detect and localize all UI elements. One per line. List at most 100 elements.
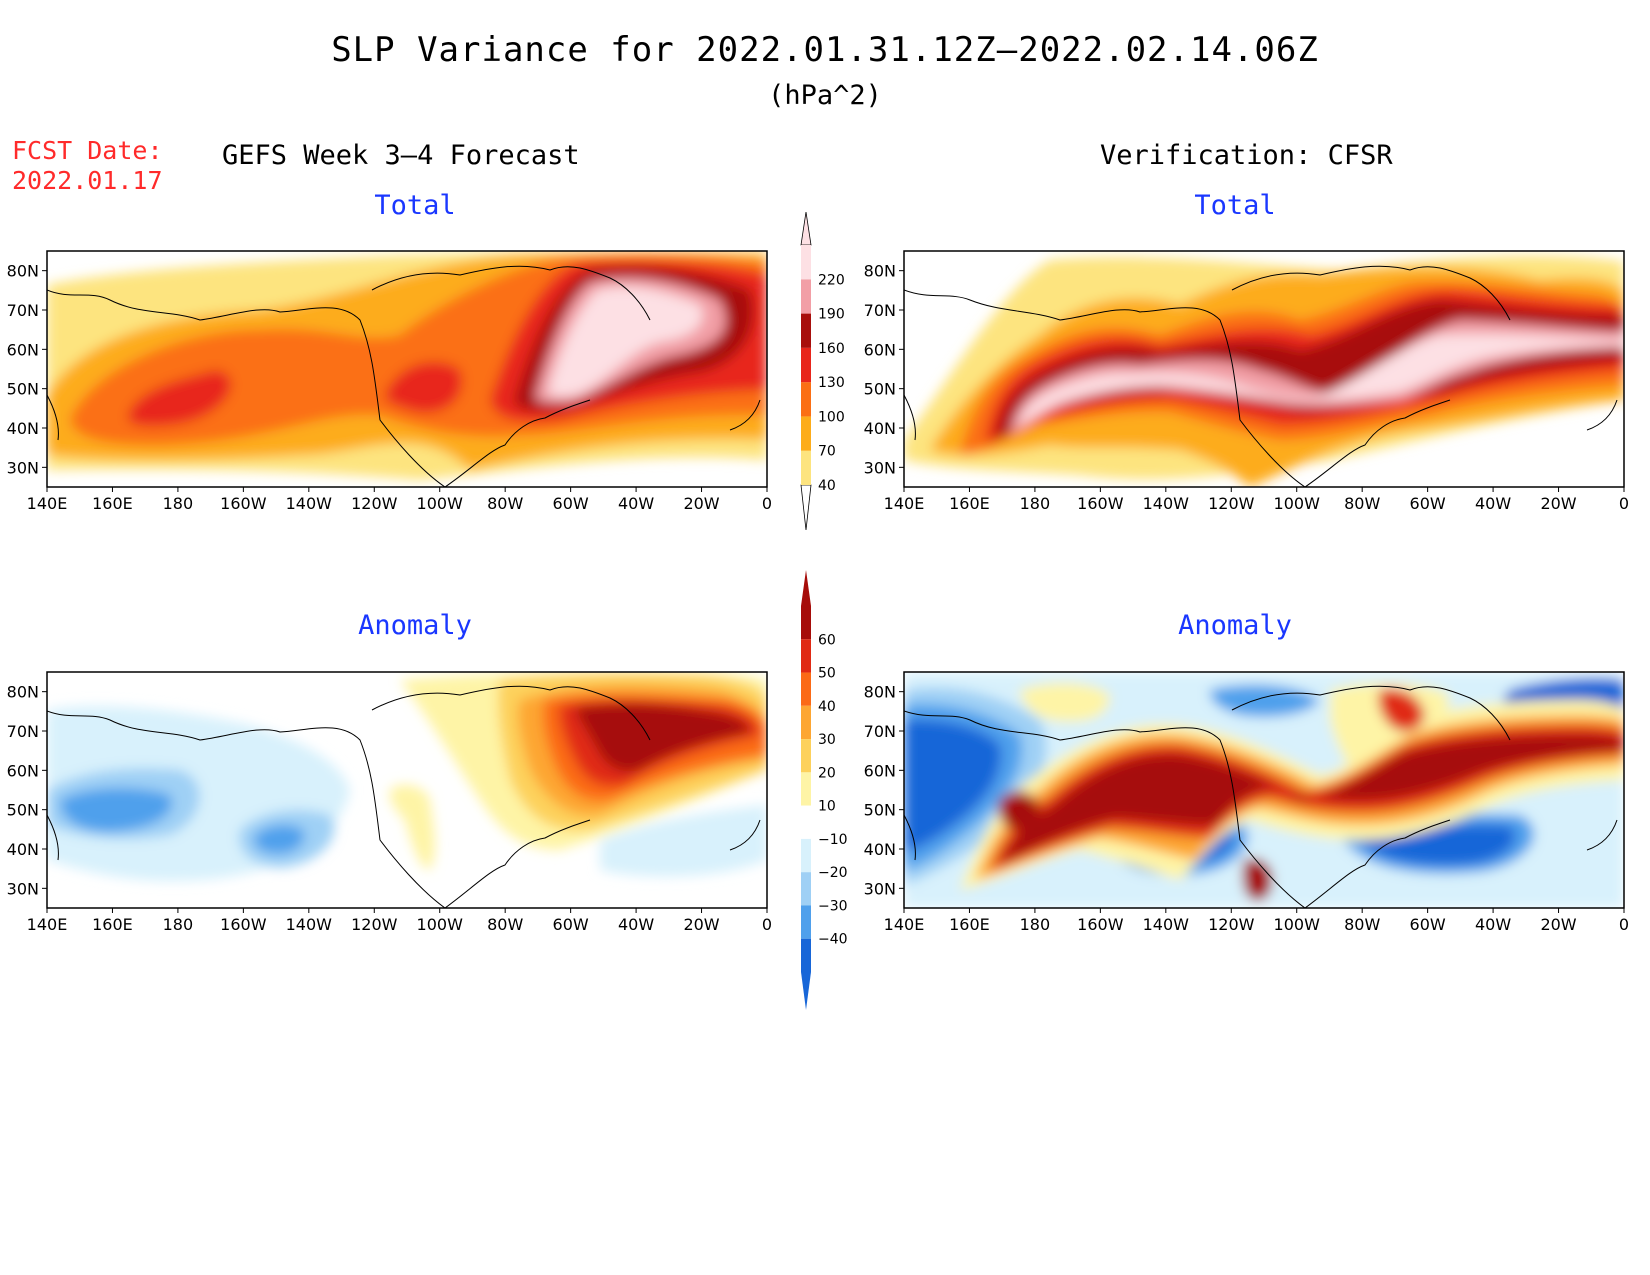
lat-tick-label: 60N (7, 340, 39, 359)
lat-tick-label: 70N (864, 301, 896, 320)
field-220 (548, 286, 703, 396)
lon-tick-label: 160W (1077, 494, 1124, 513)
lon-tick-label: 180 (163, 915, 194, 934)
colorbar-total-swatch (801, 313, 811, 348)
coastline (729, 819, 761, 851)
lon-tick-label: 160E (92, 915, 133, 934)
lon-tick-label: 120W (351, 915, 398, 934)
coastline (1231, 265, 1511, 321)
lon-tick-label: 180 (163, 494, 194, 513)
forecast-column-title: GEFS Week 3–4 Forecast (222, 140, 580, 171)
coastline (904, 289, 1306, 487)
lon-tick-label: 140E (884, 494, 925, 513)
colorbar-total-swatch (801, 382, 811, 417)
field-neg30b (253, 824, 305, 854)
coastline (1586, 399, 1618, 431)
lon-tick-label: 140W (1143, 494, 1190, 513)
colorbar-anomaly-label: −30 (818, 898, 848, 914)
lat-tick-label: 80N (7, 683, 39, 702)
lat-tick-label: 30N (864, 879, 896, 898)
lon-tick-label: 160E (92, 494, 133, 513)
coastline (371, 265, 651, 321)
panel-title-forecast-total: Total (374, 190, 456, 221)
lon-tick-label: 180 (1020, 915, 1051, 934)
coastline (47, 394, 59, 441)
lon-tick-label: 20W (683, 494, 719, 513)
lon-tick-label: 180 (1020, 494, 1051, 513)
colorbar-total: 40 70 100 130 160 190 220 (800, 211, 845, 531)
map-verification-anomaly (903, 671, 1625, 909)
colorbar-anomaly-swatch (801, 772, 811, 806)
axes-layer: 140E 160E 180 160W 140W 120W 100W 80W 60W 40W 20W 0… (7, 262, 1629, 934)
lat-tick-label: 30N (7, 879, 39, 898)
map-frame (903, 250, 1625, 488)
lat-tick-label: 50N (864, 801, 896, 820)
lon-tick-label: 40W (618, 494, 654, 513)
lon-tick-label: 140E (27, 915, 68, 934)
lat-tick-label: 40N (7, 419, 39, 438)
lon-tick-label: 20W (1540, 494, 1576, 513)
lon-tick-label: 160E (949, 494, 990, 513)
colorbar-anomaly-label: 30 (818, 732, 836, 748)
lon-tick-label: 80W (487, 915, 523, 934)
colorbar-anomaly-top-cap (801, 570, 811, 606)
colorbar-anomaly-swatch (801, 905, 811, 939)
lon-tick-label: 100W (1274, 494, 1321, 513)
colorbar-total-label: 100 (818, 409, 845, 425)
lon-tick-label: 140W (286, 494, 333, 513)
lat-tick-label: 70N (7, 301, 39, 320)
colorbar-anomaly-swatch (801, 838, 811, 873)
lat-tick-label: 60N (7, 761, 39, 780)
fcst-date-caption: FCST Date: (12, 136, 163, 165)
map-verification-total (903, 250, 1625, 488)
colorbar-total-swatch (801, 279, 811, 314)
lat-tick-label: 30N (864, 458, 896, 477)
field-pos60b (998, 791, 1040, 830)
lat-tick-label: 60N (864, 761, 896, 780)
lat-tick-label: 70N (864, 722, 896, 741)
field-130 (127, 370, 232, 427)
panel-title-verification-total: Total (1194, 190, 1276, 221)
lon-tick-label: 60W (1410, 915, 1446, 934)
lon-tick-label: 20W (683, 915, 719, 934)
field-pos60 (575, 703, 750, 772)
colorbar-anomaly-swatch (801, 606, 811, 640)
lon-tick-label: 60W (553, 494, 589, 513)
lat-tick-label: 40N (864, 840, 896, 859)
field-pos50d (1378, 688, 1425, 732)
colorbar-total-bottom-cap (800, 484, 812, 531)
colorbar-total-label: 70 (818, 444, 836, 460)
colorbar-anomaly-bottom-cap (801, 972, 811, 1010)
colorbar-total-label: 130 (818, 375, 845, 391)
colorbar-anomaly-label: 20 (818, 765, 836, 781)
lon-tick-label: 120W (1208, 494, 1255, 513)
coastline (47, 814, 59, 861)
colorbar-anomaly-swatch (801, 672, 811, 706)
chart-title: SLP Variance for 2022.01.31.12Z–2022.02.… (331, 30, 1319, 70)
map-forecast-anomaly (46, 671, 768, 909)
lon-tick-label: 100W (417, 915, 464, 934)
lon-tick-label: 160W (1077, 915, 1124, 934)
lat-tick-label: 70N (7, 722, 39, 741)
colorbar-anomaly-label: 60 (818, 632, 836, 648)
coastline (444, 819, 591, 908)
map-frame (46, 250, 768, 488)
colorbar-total-swatch (801, 416, 811, 451)
lat-tick-label: 40N (864, 419, 896, 438)
coastline (47, 710, 446, 908)
coastline (1586, 819, 1618, 851)
lon-tick-label: 140E (27, 494, 68, 513)
colorbar-anomaly-swatch (801, 805, 811, 839)
colorbar-total-label: 190 (818, 307, 845, 323)
lon-tick-label: 100W (417, 494, 464, 513)
colorbar-anomaly-label: 50 (818, 666, 836, 682)
map-frame (46, 671, 768, 909)
colorbar-total-label: 160 (818, 341, 845, 357)
colorbar-anomaly-label: 40 (818, 699, 836, 715)
field-neg10b (600, 805, 767, 877)
lon-tick-label: 0 (762, 915, 772, 934)
lon-tick-label: 140W (1143, 915, 1190, 934)
coastline (47, 289, 446, 487)
lon-tick-label: 160W (220, 494, 267, 513)
field-pos60c (1242, 858, 1273, 901)
